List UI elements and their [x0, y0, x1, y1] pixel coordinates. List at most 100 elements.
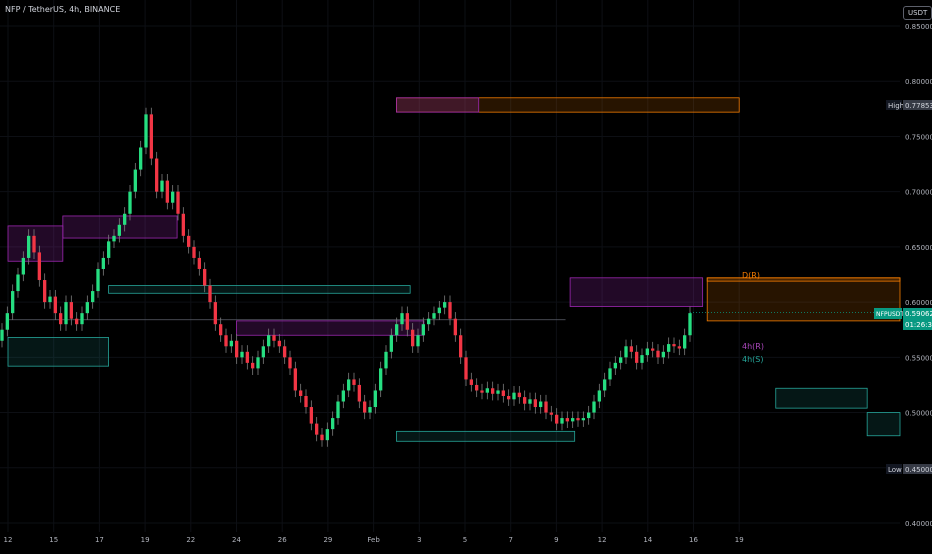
candle [139, 140, 143, 177]
x-tick-label: 16 [689, 536, 698, 544]
candle-body-down [283, 346, 287, 358]
candle-body-up [667, 344, 671, 352]
candle [464, 350, 468, 387]
candle-body-down [651, 348, 655, 351]
candle [619, 350, 623, 370]
candle-body-up [368, 407, 372, 413]
candle [571, 411, 575, 429]
candle-body-down [448, 302, 452, 319]
candle [80, 306, 84, 331]
candle-body-down [245, 351, 249, 363]
candle-body-down [53, 296, 57, 314]
high-value-box [903, 100, 932, 110]
support-resistance-zones [7, 97, 901, 442]
candle [208, 278, 212, 309]
candle [165, 173, 169, 210]
candle [555, 408, 559, 431]
candle-body-up [432, 313, 436, 319]
candle [427, 312, 431, 331]
candle [325, 422, 329, 447]
candle-body-up [64, 302, 68, 325]
candle-body-down [272, 335, 276, 341]
candle-body-up [160, 180, 164, 192]
candle [293, 361, 297, 398]
candle [272, 328, 276, 348]
candle [352, 372, 356, 392]
candle [437, 301, 441, 320]
candle-body-down [491, 388, 495, 394]
candle-body-up [512, 392, 516, 400]
x-tick-label: 12 [598, 536, 607, 544]
candle-body-up [597, 390, 601, 402]
candle-body-down [405, 313, 409, 330]
candle [448, 295, 452, 326]
y-tick-label: 0.50000 [905, 410, 932, 418]
price-axis[interactable]: 0.85000 0.80000 0.75000 0.70000 0.65000 0.600… [905, 23, 932, 528]
candle-body-up [427, 318, 431, 325]
candle-body-down [224, 335, 228, 347]
candle-body-up [613, 362, 617, 369]
zone-resistance [706, 277, 901, 322]
x-tick-label: 9 [554, 536, 558, 544]
candle-body-up [341, 390, 345, 402]
candle-body-down [208, 285, 212, 303]
candle [677, 339, 681, 356]
candle [133, 162, 137, 199]
x-tick-label: 12 [4, 536, 13, 544]
candle [187, 229, 191, 254]
candle-body-up [48, 296, 52, 303]
candle-body-up [496, 390, 500, 394]
candle-body-down [235, 340, 239, 358]
x-tick-label: 7 [508, 536, 512, 544]
x-tick-label: 24 [232, 536, 241, 544]
candle-body-up [539, 401, 543, 408]
candle-body-up [485, 388, 489, 393]
candle-body-up [101, 257, 105, 269]
candle [587, 405, 591, 425]
candle [43, 273, 47, 309]
candle-body-down [411, 329, 415, 347]
zone-support [396, 430, 576, 442]
candle-body-down [459, 335, 463, 358]
time-axis[interactable]: 12 15 17 19 22 24 26 29 Feb 3 5 7 9 12 14 16 19 [4, 536, 744, 544]
candle [651, 341, 655, 358]
candle-body-down [149, 114, 153, 159]
candle [224, 328, 228, 353]
candle-body-up [384, 351, 388, 369]
candle-body-up [528, 399, 532, 404]
candle-body-down [320, 434, 324, 441]
candle-body-up [571, 418, 575, 422]
candle-body-down [165, 180, 169, 203]
candle-body-up [560, 418, 564, 424]
symbol-title[interactable]: NFP / TetherUS, 4h, BINANCE [5, 5, 121, 14]
candle [69, 295, 73, 326]
candle-body-up [373, 390, 377, 408]
candle [363, 394, 367, 420]
candle [101, 251, 105, 276]
candle [517, 386, 521, 404]
candle [544, 394, 548, 420]
candle [144, 107, 148, 155]
candle [608, 361, 612, 387]
candle [667, 337, 671, 359]
candle [181, 207, 185, 243]
candle-body-up [144, 114, 148, 148]
currency-button[interactable]: USDT [903, 6, 932, 20]
candle-body-down [315, 423, 319, 435]
x-tick-label: 19 [141, 536, 150, 544]
candle-body-down [309, 407, 313, 424]
candle [635, 345, 639, 370]
candle [597, 383, 601, 409]
zone-support [775, 387, 868, 409]
candle-body-up [587, 412, 591, 419]
candle-body-up [336, 401, 340, 419]
candle [336, 394, 340, 425]
candle-body-up [347, 379, 351, 391]
candle [32, 229, 36, 260]
candle-body-down [197, 257, 201, 269]
x-tick-label: 14 [643, 536, 652, 544]
candle [320, 428, 324, 447]
current-price: 0.59062 [905, 310, 932, 318]
y-tick-label: 0.85000 [905, 23, 932, 31]
